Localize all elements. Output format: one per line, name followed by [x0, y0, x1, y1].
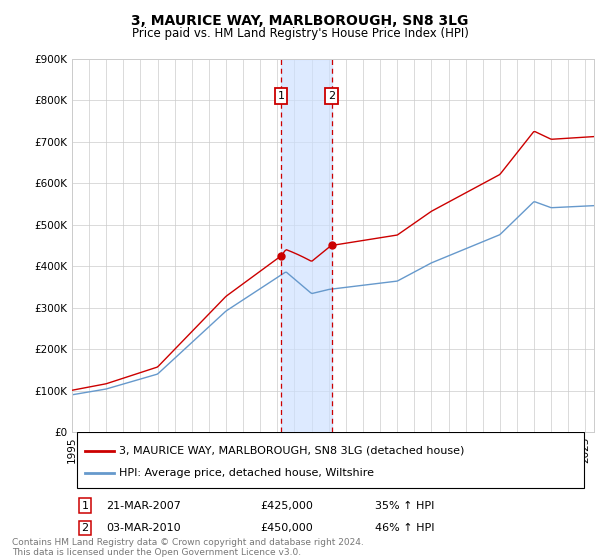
Text: 2: 2 [82, 523, 89, 533]
Text: 21-MAR-2007: 21-MAR-2007 [106, 501, 181, 511]
Text: 35% ↑ HPI: 35% ↑ HPI [375, 501, 434, 511]
Bar [77, 432, 584, 488]
Text: HPI: Average price, detached house, Wiltshire: HPI: Average price, detached house, Wilt… [119, 468, 374, 478]
Text: Contains HM Land Registry data © Crown copyright and database right 2024.
This d: Contains HM Land Registry data © Crown c… [12, 538, 364, 557]
Text: £425,000: £425,000 [260, 501, 313, 511]
Text: 03-MAR-2010: 03-MAR-2010 [106, 523, 181, 533]
Text: 2: 2 [328, 91, 335, 101]
Text: 3, MAURICE WAY, MARLBOROUGH, SN8 3LG (detached house): 3, MAURICE WAY, MARLBOROUGH, SN8 3LG (de… [119, 446, 464, 456]
Text: 1: 1 [82, 501, 89, 511]
Text: 46% ↑ HPI: 46% ↑ HPI [375, 523, 434, 533]
Text: Price paid vs. HM Land Registry's House Price Index (HPI): Price paid vs. HM Land Registry's House … [131, 27, 469, 40]
Text: 3, MAURICE WAY, MARLBOROUGH, SN8 3LG: 3, MAURICE WAY, MARLBOROUGH, SN8 3LG [131, 14, 469, 28]
Bar [281, 59, 332, 432]
Text: 1: 1 [278, 91, 284, 101]
Text: £450,000: £450,000 [260, 523, 313, 533]
